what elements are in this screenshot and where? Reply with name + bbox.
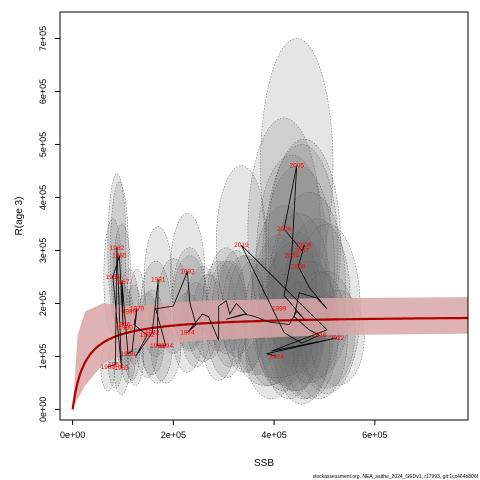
year-label-1989: 1989 [122, 308, 137, 315]
time-series-path [107, 165, 338, 369]
y-tick-label: 6e+05 [38, 79, 48, 104]
year-label-1994: 1994 [159, 343, 174, 350]
series-line [107, 165, 338, 369]
year-label-2024: 2024 [269, 353, 284, 360]
year-label-1992: 1992 [180, 269, 195, 276]
y-axis-title: R(age 3) [14, 197, 25, 236]
year-label-1965: 1965 [112, 253, 127, 260]
year-label-2007: 2007 [295, 247, 310, 254]
year-label-2004: 2004 [284, 253, 299, 260]
footer-credit: stockassessment.org, NEA_saithe_2024_GED… [313, 474, 479, 480]
year-label-1966: 1966 [116, 322, 131, 329]
year-label-1993: 1993 [150, 343, 165, 350]
year-label-1968: 1968 [121, 351, 136, 358]
year-label-1981: 1981 [151, 277, 166, 284]
year-label-1962: 1962 [110, 245, 125, 252]
y-tick-label: 4e+05 [38, 185, 48, 210]
year-label-1963: 1963 [114, 365, 129, 372]
year-label-2019: 2019 [234, 242, 249, 249]
axes: 0e+00 2e+05 4e+05 6e+05 0e+00 1e+05 2e+05 3e+05… [38, 26, 387, 440]
curve-line [71, 316, 468, 410]
ellipse-2005 [260, 38, 334, 294]
year-label-1974: 1974 [180, 330, 195, 337]
year-label-1967: 1967 [115, 279, 130, 286]
year-label-1970: 1970 [130, 306, 145, 313]
year-label-1960: 1960 [101, 364, 116, 371]
year-label-2008: 2008 [297, 242, 312, 249]
year-label-1964: 1964 [106, 274, 121, 281]
y-tick-label: 2e+05 [38, 291, 48, 316]
year-label-2009: 2009 [291, 263, 306, 270]
x-axis-title: SSB [254, 458, 274, 469]
y-tick-label: 5e+05 [38, 132, 48, 157]
year-label-1961: 1961 [108, 361, 123, 368]
year-label-2022: 2022 [330, 335, 345, 342]
y-tick-label: 3e+05 [38, 238, 48, 263]
x-tick-label: 2e+05 [161, 430, 186, 440]
x-tick-label: 4e+05 [261, 430, 286, 440]
year-label-2006: 2006 [277, 226, 292, 233]
year-label-2005: 2005 [290, 163, 305, 170]
y-tick-label: 1e+05 [38, 344, 48, 369]
y-tick-label: 0e+00 [38, 397, 48, 422]
plot-frame [59, 11, 469, 421]
year-label-2016: 2016 [312, 332, 327, 339]
x-tick-label: 0e+00 [60, 430, 85, 440]
year-label-1982: 1982 [145, 330, 160, 337]
y-tick-label: 7e+05 [38, 26, 48, 51]
year-label-1972: 1972 [140, 332, 155, 339]
stock-recruitment-curve [71, 316, 468, 410]
year-label-1990: 1990 [118, 324, 133, 331]
year-label-1999: 1999 [272, 306, 287, 313]
x-tick-label: 6e+05 [362, 430, 387, 440]
